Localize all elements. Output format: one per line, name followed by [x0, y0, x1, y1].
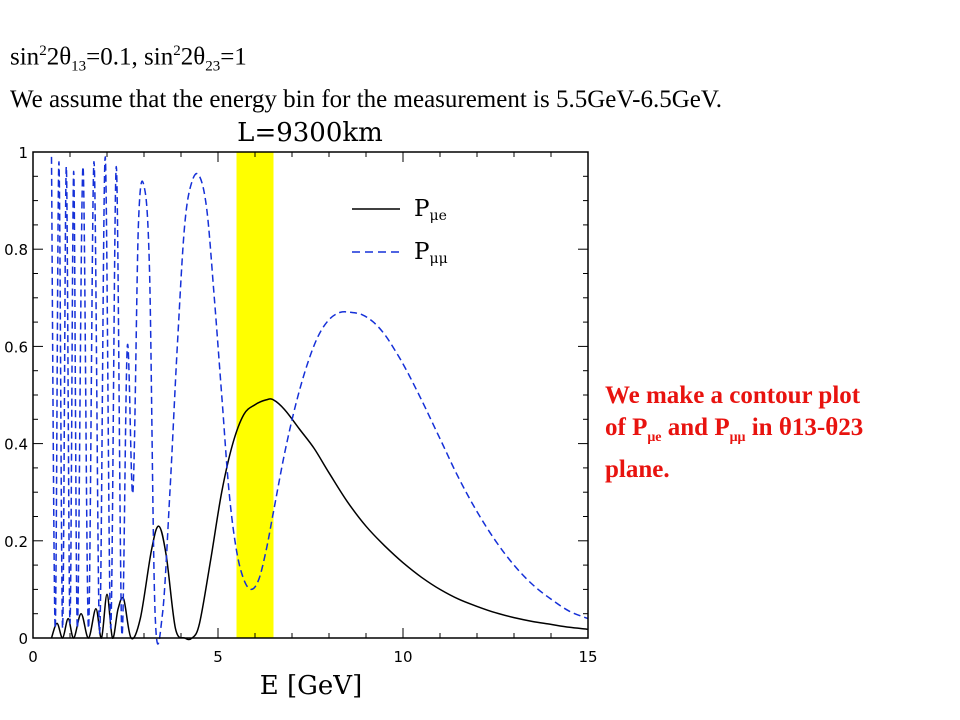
x-tick-label: 15	[578, 648, 597, 666]
y-tick-label: 1	[18, 144, 28, 162]
y-tick-label: 0.4	[4, 436, 28, 454]
x-tick-label: 0	[28, 648, 38, 666]
curves	[50, 156, 589, 645]
legend-label-pmm: Pμμ	[414, 239, 448, 267]
x-axis-label: E [GeV]	[260, 671, 362, 701]
energy-bin-assumption: We assume that the energy bin for the me…	[10, 86, 722, 114]
x-tick-label: 5	[213, 648, 223, 666]
y-tick-label: 0.8	[4, 241, 28, 259]
series-line-pmm	[50, 156, 589, 645]
y-tick-label: 0	[18, 630, 28, 648]
contour-plot-note: We make a contour plot of Pμe and Pμμ in…	[605, 382, 864, 483]
axis-ticks: 0 5 10 15 0 0.2 0.4 0.6 0.8 1	[4, 144, 597, 666]
mixing-parameters: sin22θ13=0.1, sin22θ23=1	[10, 43, 247, 75]
legend: Pμe Pμμ	[352, 196, 448, 267]
plot-frame	[32, 151, 589, 639]
y-tick-label: 0.2	[4, 533, 28, 551]
x-tick-label: 10	[393, 648, 412, 666]
energy-bin-band	[236, 152, 274, 638]
chart-title: L=9300km	[237, 118, 383, 148]
header-text: sin22θ13=0.1, sin22θ23=1 We assume that …	[10, 34, 722, 117]
legend-label-pme: Pμe	[414, 196, 447, 224]
y-tick-label: 0.6	[4, 338, 28, 356]
series-line-pme	[50, 398, 589, 641]
